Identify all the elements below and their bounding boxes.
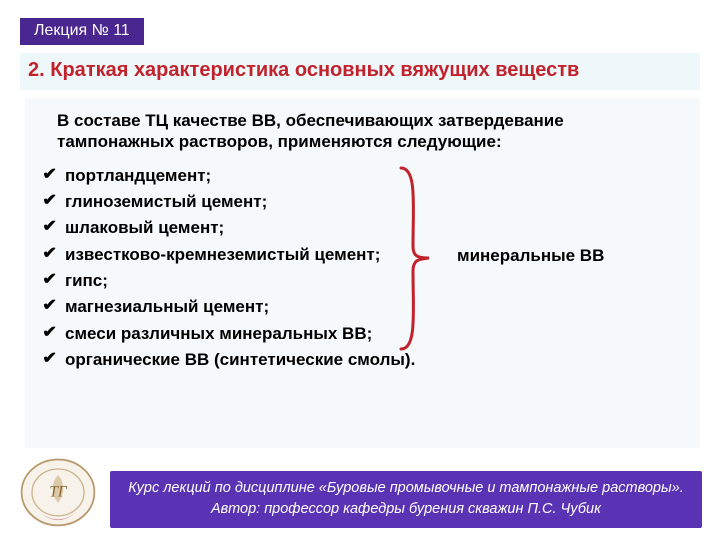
curly-brace-icon (395, 166, 435, 351)
list-item-text: известково-кремнеземистый цемент; (65, 242, 380, 268)
list-item-text: портландцемент; (65, 163, 211, 189)
list-item: ✔органические ВВ (синтетические смолы). (39, 347, 686, 373)
check-icon: ✔ (42, 347, 60, 372)
footer: ТГ Курс лекций по дисциплине «Буровые пр… (0, 450, 720, 540)
bullet-list: ✔портландцемент; ✔глиноземистый цемент; … (39, 163, 686, 374)
list-item-text: смеси различных минеральных ВВ; (65, 321, 372, 347)
side-label: минеральные ВВ (457, 246, 604, 266)
list-item-text: шлаковый цемент; (65, 215, 224, 241)
list-item: ✔шлаковый цемент; (39, 215, 686, 241)
section-title: 2. Краткая характеристика основных вяжущ… (20, 53, 700, 90)
list-item-text: органические ВВ (синтетические смолы). (65, 347, 415, 373)
footer-line-2: Автор: профессор кафедры бурения скважин… (120, 499, 692, 520)
list-item-text: магнезиальный цемент; (65, 294, 269, 320)
check-icon: ✔ (42, 321, 60, 346)
check-icon: ✔ (42, 189, 60, 214)
content-box: В составе ТЦ качестве ВВ, обеспечивающих… (25, 98, 700, 448)
check-icon: ✔ (42, 268, 60, 293)
list-item: ✔магнезиальный цемент; (39, 294, 686, 320)
footer-line-1: Курс лекций по дисциплине «Буровые промы… (120, 478, 692, 499)
lecture-badge: Лекция № 11 (20, 18, 144, 45)
list-item-text: глиноземистый цемент; (65, 189, 267, 215)
list-item: ✔смеси различных минеральных ВВ; (39, 321, 686, 347)
list-item: ✔глиноземистый цемент; (39, 189, 686, 215)
intro-paragraph: В составе ТЦ качестве ВВ, обеспечивающих… (39, 110, 686, 153)
check-icon: ✔ (42, 294, 60, 319)
list-item: ✔гипс; (39, 268, 686, 294)
seal-icon: ТГ (14, 456, 102, 534)
list-item: ✔портландцемент; (39, 163, 686, 189)
footer-bar: Курс лекций по дисциплине «Буровые промы… (110, 471, 702, 528)
check-icon: ✔ (42, 163, 60, 188)
check-icon: ✔ (42, 215, 60, 240)
list-item-text: гипс; (65, 268, 108, 294)
svg-text:ТГ: ТГ (49, 484, 68, 501)
check-icon: ✔ (42, 242, 60, 267)
